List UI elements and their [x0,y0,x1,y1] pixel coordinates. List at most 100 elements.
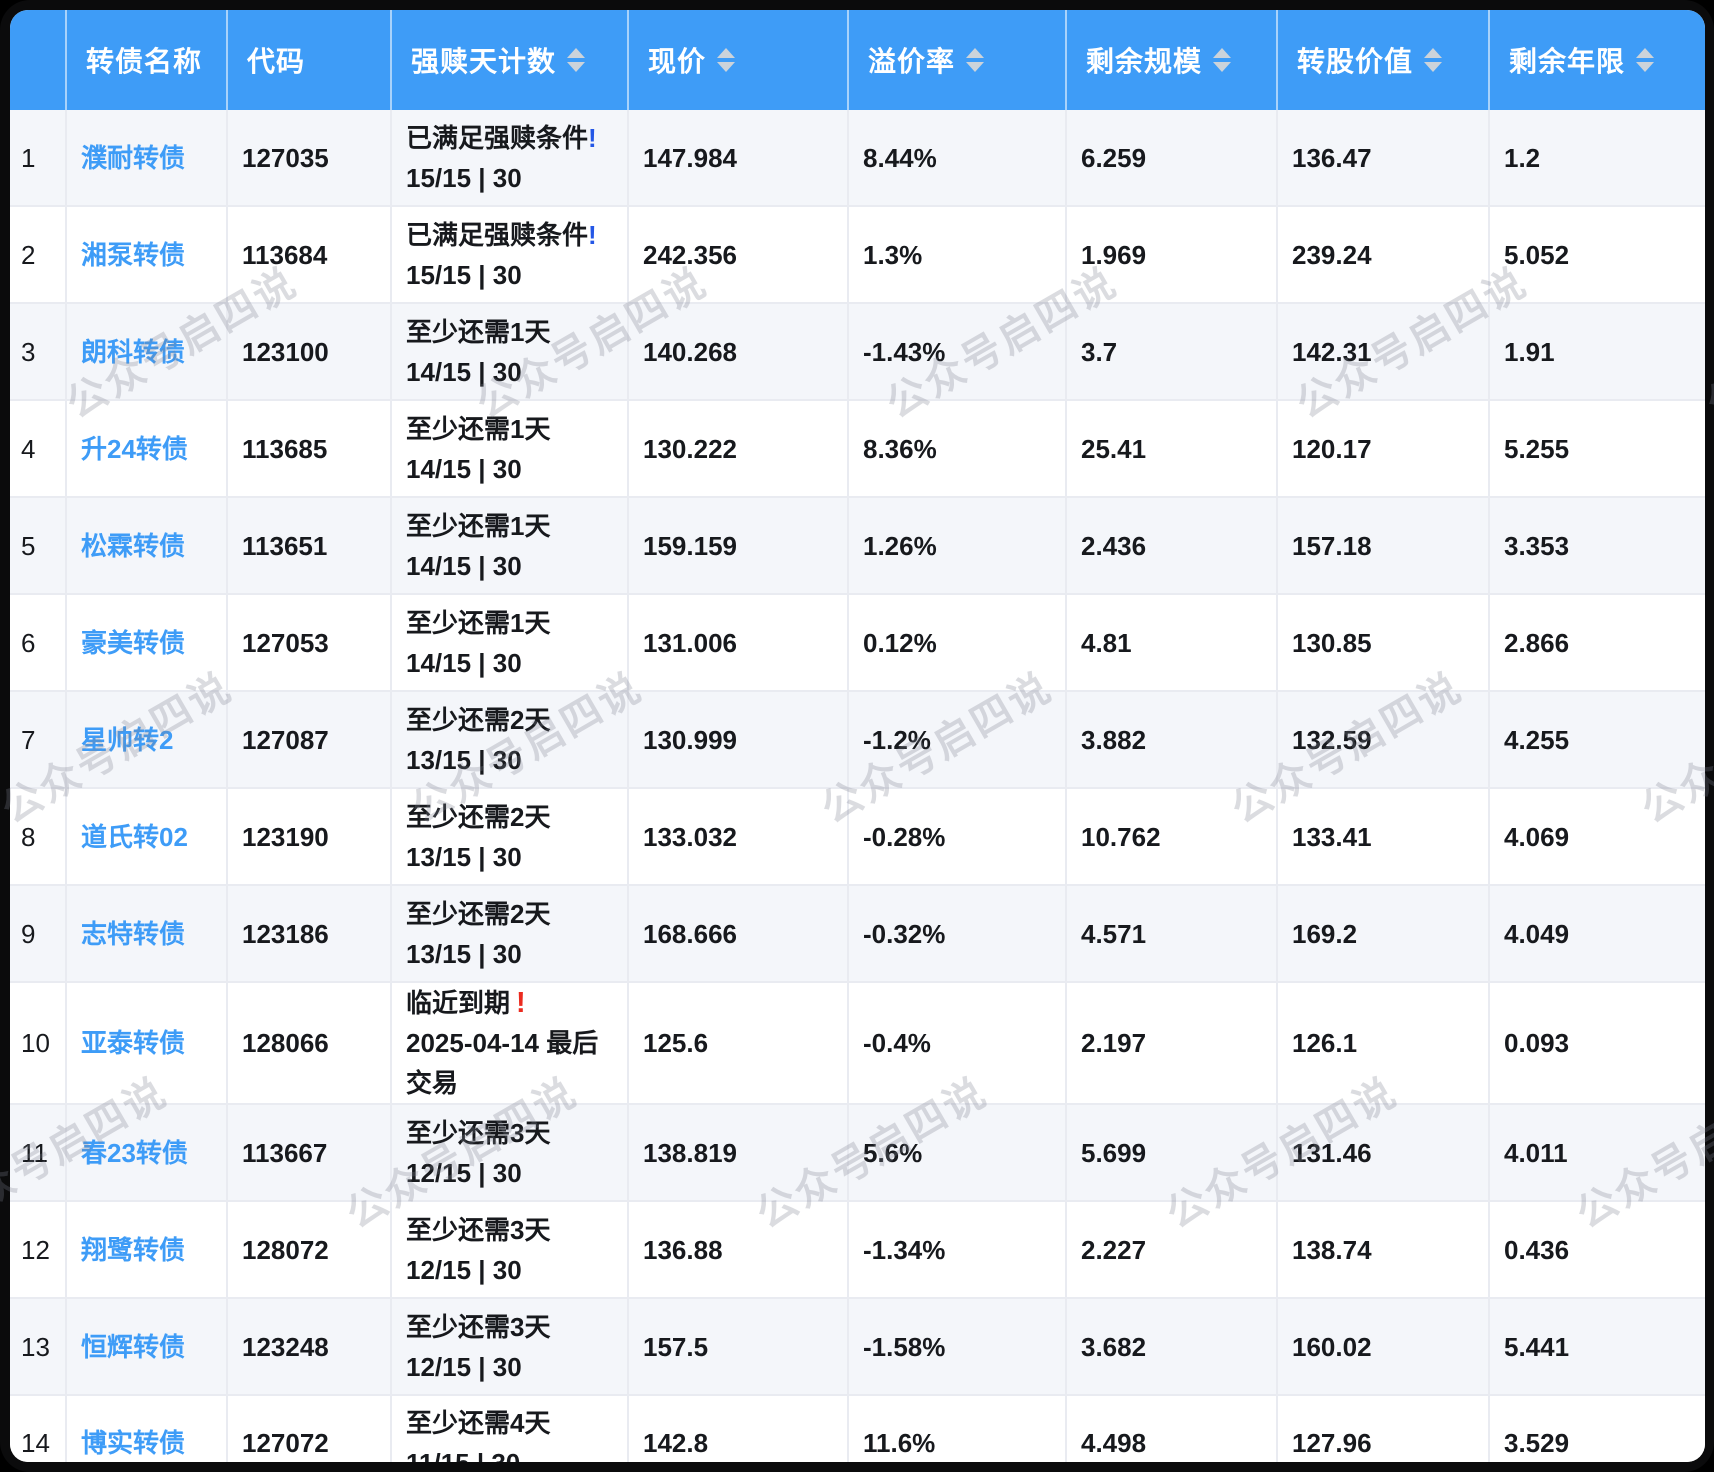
redeem-count-progress: 14/15 | 30 [406,453,522,484]
sort-icon[interactable] [717,48,736,72]
bond-name-link[interactable]: 翔鹭转债 [81,1234,186,1265]
bond-code-cell: 128072 [228,1202,392,1297]
remaining-years-cell: 4.069 [1504,821,1570,852]
table-row: 4 升24转债 113685 至少还需1天 14/15 | 30 130.222 8.36%… [10,401,1705,498]
remaining-years-cell: 4.049 [1504,918,1570,949]
remaining-size-cell: 4.81 [1067,595,1278,690]
header-cell-conversion-value[interactable]: 转股价值 [1278,10,1490,110]
watermark-text: 公众号启四说 [679,1465,931,1472]
table-row: 12 翔鹭转债 128072 至少还需3天 12/15 | 30 136.88 -1.34%… [10,1202,1705,1299]
premium-cell: -0.32% [849,886,1067,981]
price-cell: 157.5 [629,1299,849,1394]
table-row: 1 濮耐转债 127035 已满足强赎条件! 15/15 | 30 147.984 8.44… [10,110,1705,207]
redeem-status-text: 至少还需2天 [406,801,551,832]
remaining-size-cell: 4.498 [1067,1396,1278,1462]
bond-name-cell: 星帅转2 [67,692,228,787]
sort-icon[interactable] [1636,48,1655,72]
redeem-count-progress: 12/15 | 30 [406,1351,522,1382]
redeem-status-text: 至少还需3天 [406,1214,551,1245]
bond-code-cell: 123100 [228,304,392,399]
table-body: 1 濮耐转债 127035 已满足强赎条件! 15/15 | 30 147.984 8.44… [10,110,1705,1462]
conversion-value-cell: 138.74 [1278,1202,1490,1297]
bond-name-link[interactable]: 星帅转2 [81,724,174,755]
bond-name-link[interactable]: 升24转债 [81,433,188,464]
redeem-count-progress: 14/15 | 30 [406,550,522,581]
bond-name-link[interactable]: 志特转债 [81,918,186,949]
premium-cell: 0.12% [849,595,1067,690]
table-header: 转债名称 代码 强赎天计数 现价 溢价率 剩余规模 转股价值 剩余年限 [10,10,1705,110]
header-cell-remaining-years[interactable]: 剩余年限 [1490,10,1705,110]
redeem-count-progress: 13/15 | 30 [406,744,522,775]
header-cell-price[interactable]: 现价 [629,10,849,110]
header-cell-premium[interactable]: 溢价率 [849,10,1067,110]
sort-icon[interactable] [567,48,586,72]
row-index: 6 [10,595,67,690]
remaining-years-cell: 5.052 [1504,239,1570,270]
remaining-size-cell: 2.436 [1067,498,1278,593]
price-cell: 130.222 [629,401,849,496]
row-index: 11 [10,1105,67,1200]
header-cell-remaining-size[interactable]: 剩余规模 [1067,10,1278,110]
table-row: 14 博实转债 127072 至少还需4天 11/15 | 30 142.811.6%4.… [10,1396,1705,1462]
conversion-value-cell: 239.24 [1278,207,1490,302]
row-index: 9 [10,886,67,981]
premium-cell: -1.43% [849,304,1067,399]
sort-icon[interactable] [966,48,985,72]
redeem-count-cell: 至少还需1天 14/15 | 30 [392,498,629,593]
conversion-value-cell: 160.02 [1278,1299,1490,1394]
bond-code-cell: 123190 [228,789,392,884]
remaining-years-cell: 0.436 [1504,1234,1570,1265]
bond-name-link[interactable]: 豪美转债 [81,627,186,658]
bond-name-link[interactable]: 博实转债 [81,1428,186,1458]
redeem-status-mark: ! [588,219,597,250]
redeem-status-text: 至少还需1天 [406,607,551,638]
bond-code-cell: 127053 [228,595,392,690]
header-label: 剩余规模 [1086,46,1203,77]
redeem-count-progress: 14/15 | 30 [406,647,522,678]
bond-name-link[interactable]: 道氏转02 [81,821,188,852]
price-cell: 142.8 [629,1396,849,1462]
price-cell: 147.984 [629,110,849,205]
remaining-years-cell: 1.2 [1504,142,1541,173]
bond-code-cell: 113685 [228,401,392,496]
bond-name-link[interactable]: 春23转债 [81,1137,188,1168]
redeem-status-text: 至少还需2天 [406,704,551,735]
conversion-value-cell: 157.18 [1278,498,1490,593]
redeem-count-cell: 至少还需3天 12/15 | 30 [392,1299,629,1394]
conversion-value-cell: 120.17 [1278,401,1490,496]
bond-name-link[interactable]: 恒辉转债 [81,1331,186,1362]
header-cell-redeem-count[interactable]: 强赎天计数 [392,10,629,110]
premium-cell: -1.58% [849,1299,1067,1394]
redeem-count-cell: 已满足强赎条件! 15/15 | 30 [392,207,629,302]
redeem-count-progress: 15/15 | 30 [406,162,522,193]
conversion-value-cell: 131.46 [1278,1105,1490,1200]
bond-name-cell: 濮耐转债 [67,110,228,205]
sort-icon[interactable] [1424,48,1443,72]
bond-name-link[interactable]: 濮耐转债 [81,142,186,173]
bond-name-link[interactable]: 亚泰转债 [81,1028,186,1058]
conversion-value-cell: 136.47 [1278,110,1490,205]
bond-name-link[interactable]: 松霖转债 [81,530,186,561]
sort-icon[interactable] [1213,48,1232,72]
header-cell-bond-name: 转债名称 [67,10,228,110]
row-index: 12 [10,1202,67,1297]
redeem-count-cell: 至少还需2天 13/15 | 30 [392,789,629,884]
bond-name-link[interactable]: 朗科转债 [81,336,186,367]
redeem-count-progress: 12/15 | 30 [406,1157,522,1188]
redeem-count-progress: 15/15 | 30 [406,259,522,290]
conversion-value-cell: 132.59 [1278,692,1490,787]
remaining-size-cell: 25.41 [1067,401,1278,496]
remaining-years-cell: 2.866 [1504,627,1570,658]
premium-cell: 8.36% [849,401,1067,496]
redeem-count-cell: 至少还需2天 13/15 | 30 [392,886,629,981]
bond-name-cell: 豪美转债 [67,595,228,690]
redeem-count-progress: 14/15 | 30 [406,356,522,387]
conversion-value-cell: 126.1 [1278,983,1490,1103]
remaining-size-cell: 3.7 [1067,304,1278,399]
bond-name-link[interactable]: 湘泵转债 [81,239,186,270]
premium-cell: 8.44% [849,110,1067,205]
remaining-size-cell: 3.882 [1067,692,1278,787]
header-label: 转债名称 [86,46,203,77]
table-row: 6 豪美转债 127053 至少还需1天 14/15 | 30 131.006 0.12% 4… [10,595,1705,692]
remaining-years-cell: 4.255 [1504,724,1570,755]
